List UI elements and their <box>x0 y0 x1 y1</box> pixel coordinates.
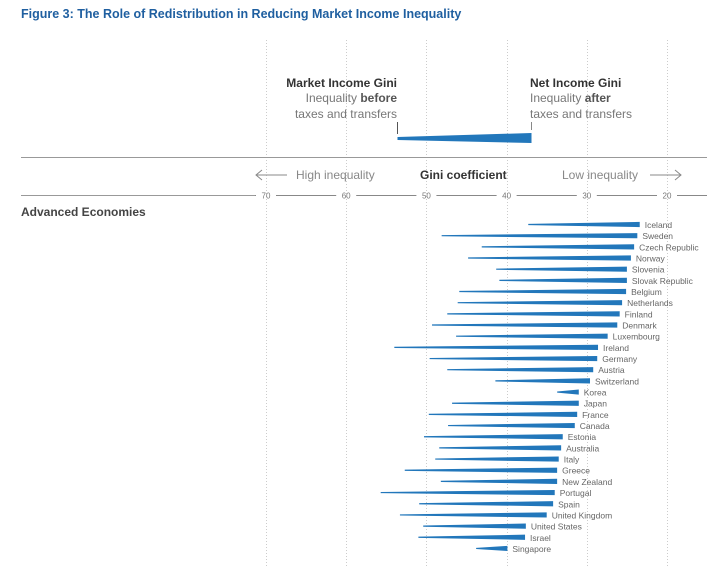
country-label: Korea <box>584 388 607 398</box>
bar-slovak-republic <box>499 277 627 283</box>
bar-singapore <box>476 545 508 552</box>
bar-estonia <box>423 434 563 440</box>
country-label: Czech Republic <box>639 242 699 252</box>
bar-slovenia <box>496 266 627 272</box>
country-label: Spain <box>558 499 580 509</box>
group-label: Advanced Economies <box>21 205 146 219</box>
bar-greece <box>404 467 558 473</box>
bar-switzerland <box>495 378 591 384</box>
legend-market-title: Market Income Gini <box>286 76 397 90</box>
bar-sweden <box>441 233 638 239</box>
country-label: Greece <box>562 466 590 476</box>
country-label: Japan <box>584 399 607 409</box>
country-label: Germany <box>602 354 638 364</box>
x-tick-label: 50 <box>422 192 431 201</box>
country-label: Sweden <box>642 231 673 241</box>
legend-market-line1: Inequality before <box>306 91 398 105</box>
country-label: Australia <box>566 443 599 453</box>
country-label: Switzerland <box>595 376 639 386</box>
bar-luxembourg <box>456 333 608 339</box>
x-tick-label: 30 <box>582 192 591 201</box>
country-label: Denmark <box>622 321 657 331</box>
country-label: Finland <box>625 309 653 319</box>
bar-korea <box>557 389 579 395</box>
country-label: New Zealand <box>562 477 612 487</box>
country-label: Canada <box>580 421 610 431</box>
gini-coefficient-label: Gini coefficient <box>420 168 507 182</box>
legend-net-prefix: Inequality <box>530 91 585 105</box>
bar-austria <box>447 367 594 373</box>
legend-net-title: Net Income Gini <box>530 76 621 90</box>
country-label: France <box>582 410 609 420</box>
figure-title: Figure 3: The Role of Redistribution in … <box>21 7 462 21</box>
bar-denmark <box>432 322 618 328</box>
bar-finland <box>447 311 620 317</box>
legend-market-prefix: Inequality <box>306 91 361 105</box>
legend-net-line2: taxes and transfers <box>530 107 632 121</box>
high-inequality-label: High inequality <box>296 168 375 182</box>
bar-israel <box>418 534 526 540</box>
legend-net-bold: after <box>585 91 611 105</box>
country-label: Norway <box>636 254 666 264</box>
bar-japan <box>452 400 579 406</box>
country-label: United Kingdom <box>552 510 612 520</box>
country-label: Slovenia <box>632 265 665 275</box>
country-label: Portugal <box>560 488 592 498</box>
low-inequality-label: Low inequality <box>562 168 638 182</box>
country-label: Singapore <box>512 544 551 554</box>
bar-new-zealand <box>440 478 558 485</box>
bar-belgium <box>459 288 627 295</box>
bar-norway <box>468 255 631 261</box>
bar-spain <box>419 501 554 507</box>
x-axis: 70 60 50 40 30 20 <box>255 192 707 201</box>
country-label: Luxembourg <box>613 332 661 342</box>
legend: Market Income Gini Inequality before tax… <box>286 76 632 143</box>
country-label: Italy <box>564 455 580 465</box>
legend-market-line2: taxes and transfers <box>295 107 397 121</box>
bar-germany <box>429 355 598 362</box>
bar-ireland <box>394 344 599 350</box>
legend-wedge <box>397 133 532 143</box>
x-tick-label: 40 <box>502 192 511 201</box>
bars <box>380 221 640 552</box>
country-label: Netherlands <box>627 298 673 308</box>
bar-netherlands <box>457 300 623 306</box>
bar-united-kingdom <box>399 512 547 518</box>
bar-france <box>428 411 578 417</box>
country-label: Estonia <box>568 432 597 442</box>
right-arrow-icon <box>650 169 682 181</box>
bar-australia <box>439 445 562 451</box>
country-label: Iceland <box>645 220 673 230</box>
country-label: Israel <box>530 533 551 543</box>
legend-market-bold: before <box>360 91 397 105</box>
bar-iceland <box>528 221 640 228</box>
bar-canada <box>448 422 575 429</box>
gridlines <box>266 40 668 567</box>
left-arrow-icon <box>255 169 287 181</box>
country-label: Belgium <box>631 287 662 297</box>
x-tick-label: 20 <box>663 192 672 201</box>
x-tick-label: 70 <box>262 192 271 201</box>
country-label: Austria <box>598 365 625 375</box>
bar-italy <box>435 456 559 462</box>
bar-czech-republic <box>481 244 635 250</box>
bar-portugal <box>380 489 555 496</box>
x-tick-label: 60 <box>342 192 351 201</box>
country-label: Ireland <box>603 343 629 353</box>
country-label: Slovak Republic <box>632 276 694 286</box>
bar-united-states <box>423 523 526 529</box>
legend-net-line1: Inequality after <box>530 91 611 105</box>
country-label: United States <box>531 522 582 532</box>
